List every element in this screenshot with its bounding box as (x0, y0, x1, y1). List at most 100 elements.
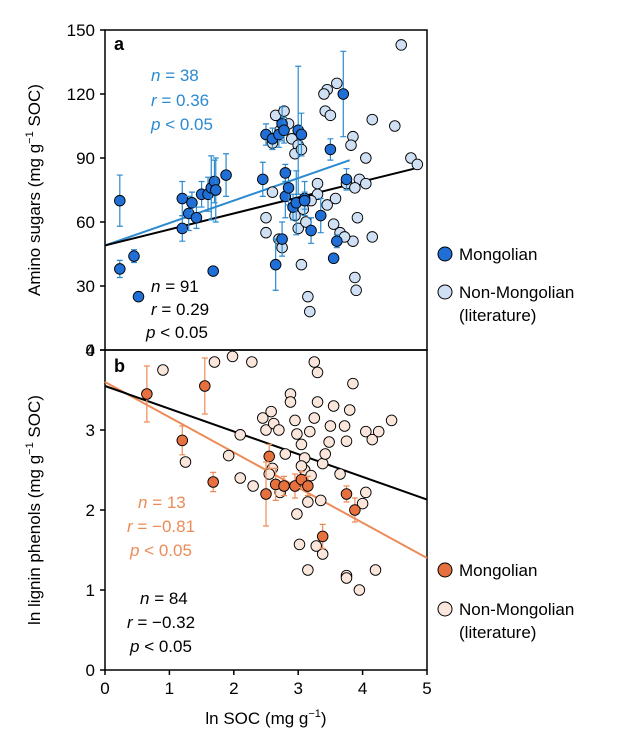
a-stat-n-black: n = 91 (151, 277, 199, 296)
non-mongolian-point-a-13 (345, 139, 357, 151)
y-tick-label-b-3: 3 (86, 421, 95, 440)
panel-a-points (114, 39, 424, 318)
non-mongolian-point-a-39 (321, 199, 333, 211)
mongolian-point-b-3 (207, 476, 219, 488)
non-mongolian-point-b-25 (311, 366, 324, 379)
non-mongolian-point-b-6 (234, 429, 246, 441)
y-tick-label-a-3: 90 (76, 149, 95, 168)
panel-b-stats-mongolian: n = 13 r = −0.81 p < 0.05 (127, 493, 195, 560)
non-mongolian-point-a-49 (329, 192, 342, 205)
y-tick-label-a-4: 120 (67, 85, 95, 104)
non-mongolian-point-a-47 (366, 231, 379, 243)
mongolian-point-a-39 (305, 224, 317, 237)
mongolian-point-a-33 (314, 209, 327, 222)
non-mongolian-point-b-56 (234, 472, 246, 484)
b-stat-r-black: r = −0.32 (127, 613, 195, 632)
non-mongolian-point-b-4 (246, 356, 258, 368)
x-axis-title: ln SOC (mg g−1) (205, 708, 326, 728)
non-mongolian-point-b-51 (372, 425, 385, 438)
non-mongolian-point-b-38 (347, 377, 359, 390)
panel-b-y-axis: 0 1 2 3 4 (86, 341, 105, 680)
legend-a-mongolian-label: Mongolian (459, 245, 537, 264)
non-mongolian-point-b-43 (302, 564, 314, 576)
non-mongolian-point-b-49 (360, 425, 372, 438)
non-mongolian-point-a-43 (350, 284, 362, 297)
non-mongolian-point-b-54 (356, 497, 369, 510)
non-mongolian-point-a-38 (304, 305, 316, 318)
mongolian-point-a-38 (327, 252, 340, 265)
y-tick-label-a-2: 60 (76, 213, 95, 232)
a-stat-r-black: r = 0.29 (151, 300, 209, 319)
non-mongolian-point-b-41 (291, 508, 303, 520)
non-mongolian-point-a-37 (302, 290, 314, 303)
legend-a-non-mongolian-sub: (literature) (459, 306, 536, 325)
non-mongolian-point-a-29 (292, 222, 304, 235)
non-mongolian-point-b-39 (314, 494, 327, 507)
non-mongolian-point-b-33 (327, 400, 340, 412)
non-mongolian-point-b-42 (293, 538, 306, 551)
non-mongolian-point-b-45 (310, 540, 322, 552)
y-tick-label-b-0: 0 (86, 661, 95, 680)
mongolian-point-a-2 (132, 290, 145, 303)
mongolian-point-a-16 (257, 173, 269, 186)
non-mongolian-point-a-32 (260, 226, 272, 239)
non-mongolian-point-a-15 (324, 109, 337, 122)
mongolian-point-a-8 (190, 211, 203, 224)
mongolian-point-a-0 (114, 263, 126, 275)
mongolian-point-b-1 (199, 380, 211, 392)
legend-a-mongolian-marker (437, 246, 453, 262)
non-mongolian-point-b-16 (284, 396, 297, 408)
non-mongolian-point-a-50 (311, 177, 324, 190)
non-mongolian-point-b-47 (340, 572, 353, 584)
legend-b-non-mongolian-sub: (literature) (459, 623, 536, 642)
non-mongolian-point-b-8 (260, 424, 272, 436)
non-mongolian-point-b-55 (360, 486, 372, 499)
non-mongolian-point-a-35 (266, 186, 279, 198)
non-mongolian-point-b-52 (385, 414, 398, 427)
non-mongolian-point-b-30 (319, 448, 331, 460)
non-mongolian-point-a-48 (360, 152, 372, 164)
legend-b-non-mongolian-label: Non-Mongolian (459, 600, 574, 619)
non-mongolian-point-b-1 (179, 456, 192, 468)
non-mongolian-point-b-3 (226, 350, 239, 363)
non-mongolian-point-b-36 (340, 435, 353, 447)
b-stat-n-orange: n = 13 (138, 493, 186, 512)
panel-a-legend: Mongolian Non-Mongolian (literature) (437, 245, 574, 325)
non-mongolian-point-b-0 (157, 364, 169, 376)
legend-a-non-mongolian-label: Non-Mongolian (459, 283, 574, 302)
panel-b-stats-all: n = 84 r = −0.32 p < 0.05 (127, 589, 195, 656)
y-tick-label-b-1: 1 (86, 581, 95, 600)
b-stat-p-orange: p < 0.05 (129, 541, 192, 560)
panel-b-label: b (114, 356, 125, 376)
legend-b-non-mongolian-marker (437, 601, 453, 617)
mongolian-point-b-7 (278, 480, 290, 492)
y-tick-label-a-1: 30 (76, 277, 95, 296)
non-mongolian-point-b-58 (273, 424, 285, 436)
non-mongolian-point-a-31 (260, 211, 272, 224)
mongolian-point-a-4 (176, 192, 189, 205)
non-mongolian-point-b-32 (324, 420, 337, 432)
b-stat-p-black: p < 0.05 (129, 637, 192, 656)
non-mongolian-point-b-7 (257, 412, 269, 424)
non-mongolian-point-a-20 (411, 158, 424, 171)
legend-b-mongolian-label: Mongolian (459, 561, 537, 580)
y-tick-label-a-0: 0 (86, 341, 95, 360)
non-mongolian-point-a-24 (349, 182, 361, 194)
non-mongolian-point-a-16 (366, 113, 379, 126)
mongolian-point-b-10 (302, 480, 314, 492)
fit-line-a-mongolian (104, 159, 351, 247)
non-mongolian-point-b-19 (295, 438, 308, 451)
mongolian-point-b-4 (263, 450, 275, 463)
mongolian-point-a-7 (186, 197, 198, 209)
mongolian-point-a-37 (331, 235, 343, 247)
non-mongolian-point-b-14 (279, 448, 292, 460)
panel-b-legend: Mongolian Non-Mongolian (literature) (437, 561, 574, 642)
panel-a-y-axis-title: Amino sugars (mg g−1 SOC) (24, 84, 44, 296)
non-mongolian-point-a-11 (331, 77, 343, 90)
mongolian-point-a-31 (279, 167, 292, 179)
non-mongolian-point-b-18 (291, 428, 303, 440)
a-stat-n-blue: n = 38 (151, 66, 199, 85)
x-axis: 0 1 2 3 4 5 (100, 670, 432, 698)
mongolian-point-b-12 (349, 504, 361, 516)
non-mongolian-point-b-57 (247, 480, 259, 492)
